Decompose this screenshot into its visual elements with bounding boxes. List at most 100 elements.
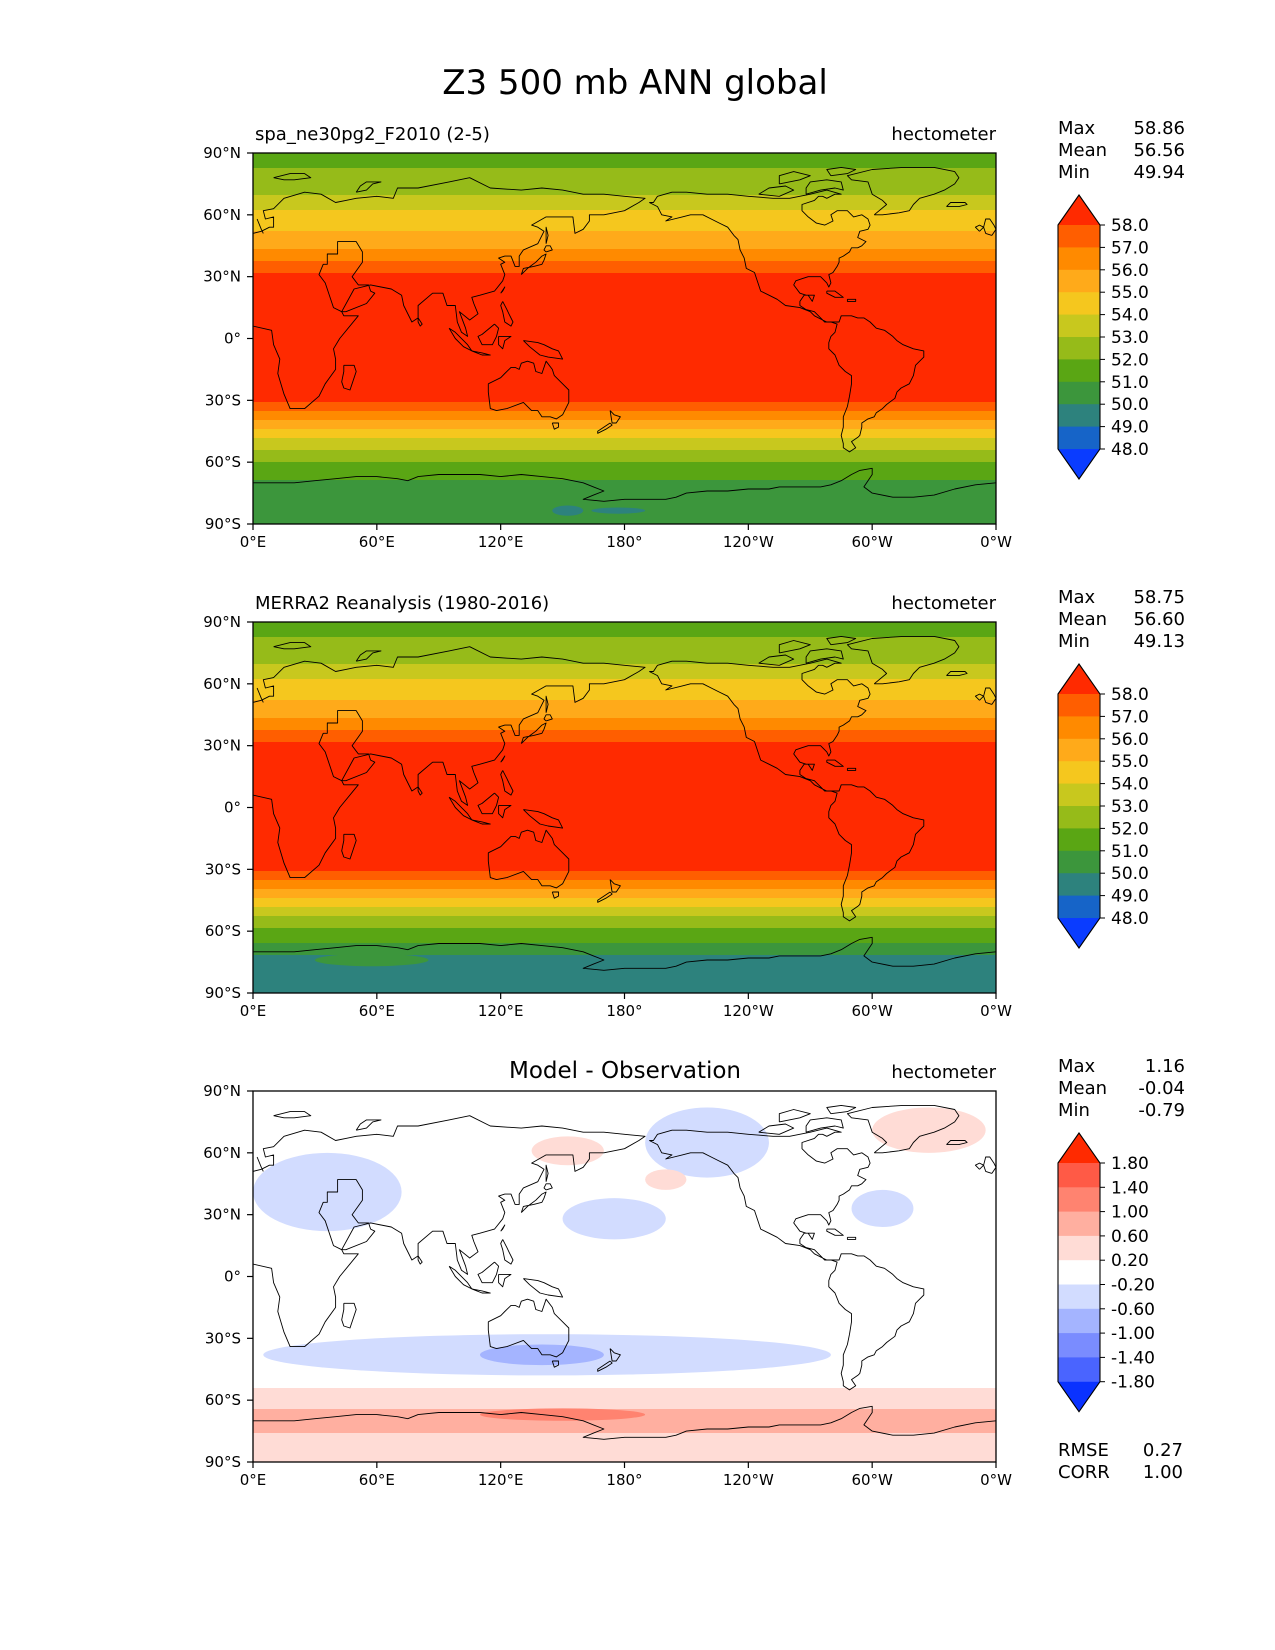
colorbar-label: 51.0 [1111, 373, 1149, 393]
field-strip [253, 754, 996, 758]
field-strip [253, 270, 996, 274]
field-strip [253, 207, 996, 211]
field-strip [253, 219, 996, 223]
field-strip [253, 880, 996, 884]
stat-value: -0.04 [1138, 1078, 1185, 1099]
field-strip [253, 177, 996, 181]
coastline [417, 317, 423, 327]
panel-title-center: Model - Observation [509, 1058, 741, 1084]
coastline [520, 1191, 547, 1213]
field-strip [253, 213, 996, 217]
field-strip [253, 225, 996, 229]
field-strip [253, 808, 996, 812]
field-strip [253, 1181, 996, 1185]
field-strip [253, 495, 996, 499]
field-feature [480, 1408, 646, 1421]
coastline [974, 224, 985, 232]
colorbar-label: 58.0 [1111, 685, 1149, 705]
field-strip [253, 820, 996, 824]
field-strip [253, 1166, 996, 1170]
field-strip [253, 757, 996, 761]
coastline [487, 829, 570, 889]
coastline [253, 1115, 646, 1348]
field-strip [253, 1313, 996, 1317]
field-strip [253, 637, 996, 641]
field-strip [253, 709, 996, 713]
stat-value: 1.16 [1145, 1056, 1185, 1077]
field-strip [253, 901, 996, 905]
field-strip [253, 910, 996, 914]
field-strip [253, 859, 996, 863]
field-strip [253, 628, 996, 632]
field-strip [253, 1373, 996, 1377]
colorbar-bin [1058, 1333, 1100, 1358]
coastline [500, 1224, 506, 1232]
coastline [355, 650, 382, 662]
panel-title-left: spa_ne30pg2_F2010 (2-5) [255, 124, 490, 145]
coastline [253, 646, 646, 879]
x-tick-label: 120°W [723, 1002, 774, 1020]
field-strip [253, 946, 996, 950]
colorbar-label: 50.0 [1111, 864, 1149, 884]
field-strip [253, 1316, 996, 1320]
field-strip [253, 501, 996, 505]
field-strip [253, 862, 996, 866]
stat-label: Mean [1058, 1078, 1107, 1099]
field-strip [253, 189, 996, 193]
stat-value: -0.79 [1138, 1100, 1185, 1121]
field-strip [253, 742, 996, 746]
field-strip [253, 1163, 996, 1167]
colorbar-bin [1058, 314, 1100, 338]
colorbar-label: 49.0 [1111, 418, 1149, 438]
field-strip [253, 408, 996, 412]
coastline [778, 640, 811, 654]
field-strip [253, 324, 996, 328]
field-strip [253, 934, 996, 938]
field-strip [253, 1298, 996, 1302]
x-tick-label: 60°E [359, 1002, 395, 1020]
colorbar-bin [1058, 292, 1100, 315]
coastline [946, 671, 968, 677]
field-strip [253, 297, 996, 301]
coastline [946, 202, 968, 208]
field-strip [253, 907, 996, 911]
field-strip [253, 285, 996, 289]
field-feature [872, 1107, 986, 1153]
field-strip [253, 291, 996, 295]
field-strip [253, 162, 996, 166]
field-strip [253, 871, 996, 875]
field-strip [253, 913, 996, 917]
colorbar-label: 54.0 [1111, 775, 1149, 795]
stat-value: 56.56 [1133, 140, 1185, 161]
field-strip [253, 1430, 996, 1434]
y-axis: 90°N 60°N 30°N 0° 30°S 60°S 90°S [203, 613, 253, 1002]
field-strip [253, 1256, 996, 1260]
field-strip [253, 931, 996, 935]
field-strip [253, 246, 996, 250]
colorbar-label: 57.0 [1111, 707, 1149, 727]
field-strip [253, 781, 996, 785]
field-strip [253, 865, 996, 869]
field-strip [253, 399, 996, 403]
field-strip [253, 174, 996, 178]
field-strip [253, 874, 996, 878]
coastline [355, 181, 382, 193]
field-strip [253, 727, 996, 731]
field-strip [253, 477, 996, 481]
field-strip [253, 652, 996, 656]
coastline [341, 833, 357, 860]
field-strip [253, 360, 996, 364]
field-strip [253, 279, 996, 283]
y-tick-label: 90°S [205, 515, 241, 533]
panel-units: hectometer [891, 593, 996, 614]
coastline [826, 290, 844, 298]
field-strip [253, 697, 996, 701]
field-strip [253, 171, 996, 175]
coastline [253, 1405, 996, 1440]
coastline [609, 410, 621, 424]
field-strip [253, 393, 996, 397]
field-strip [253, 802, 996, 806]
field-strip [253, 1142, 996, 1146]
coastline [826, 166, 857, 177]
field-strip [253, 694, 996, 698]
